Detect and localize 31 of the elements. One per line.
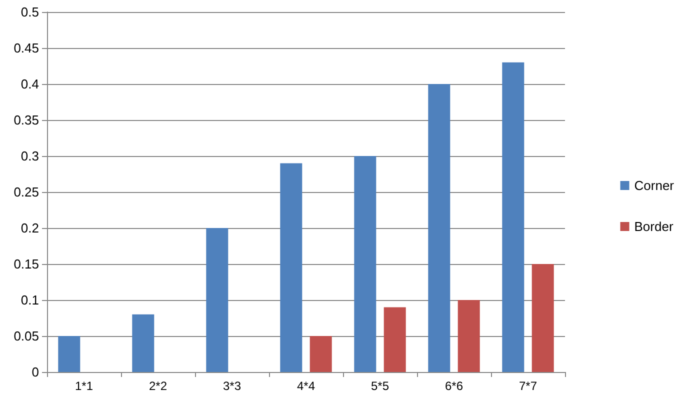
x-tick-label: 4*4 xyxy=(296,379,316,393)
bar xyxy=(58,336,80,372)
x-tick-label: 2*2 xyxy=(148,379,168,393)
bar xyxy=(428,84,450,372)
x-tick-label: 1*1 xyxy=(74,379,94,393)
x-tick-label: 7*7 xyxy=(518,379,538,393)
bar xyxy=(458,300,480,372)
y-tick-label: 0.45 xyxy=(14,40,39,56)
x-tick-label: 3*3 xyxy=(222,379,242,393)
y-tick-label: 0.4 xyxy=(20,76,39,92)
bar xyxy=(132,314,154,372)
bar xyxy=(310,336,332,372)
bar xyxy=(502,62,524,372)
y-tick-label: 0.3 xyxy=(20,148,39,164)
y-tick-label: 0.5 xyxy=(20,4,39,20)
bar xyxy=(384,307,406,372)
bar xyxy=(206,228,228,372)
bar xyxy=(354,156,376,372)
y-tick-label: 0.25 xyxy=(14,184,39,200)
y-tick-label: 0.35 xyxy=(14,112,39,128)
y-tick-label: 0.05 xyxy=(14,328,39,344)
x-tick-label: 6*6 xyxy=(444,379,464,393)
legend-label: Corner xyxy=(634,178,675,193)
x-tick-label: 5*5 xyxy=(370,379,390,393)
bar xyxy=(532,264,554,372)
legend-label: Border xyxy=(634,219,674,234)
y-tick-label: 0 xyxy=(32,364,39,380)
bar xyxy=(280,163,302,372)
y-tick-label: 0.1 xyxy=(20,292,39,308)
y-tick-label: 0.2 xyxy=(20,220,39,236)
y-tick-label: 0.15 xyxy=(14,256,39,272)
